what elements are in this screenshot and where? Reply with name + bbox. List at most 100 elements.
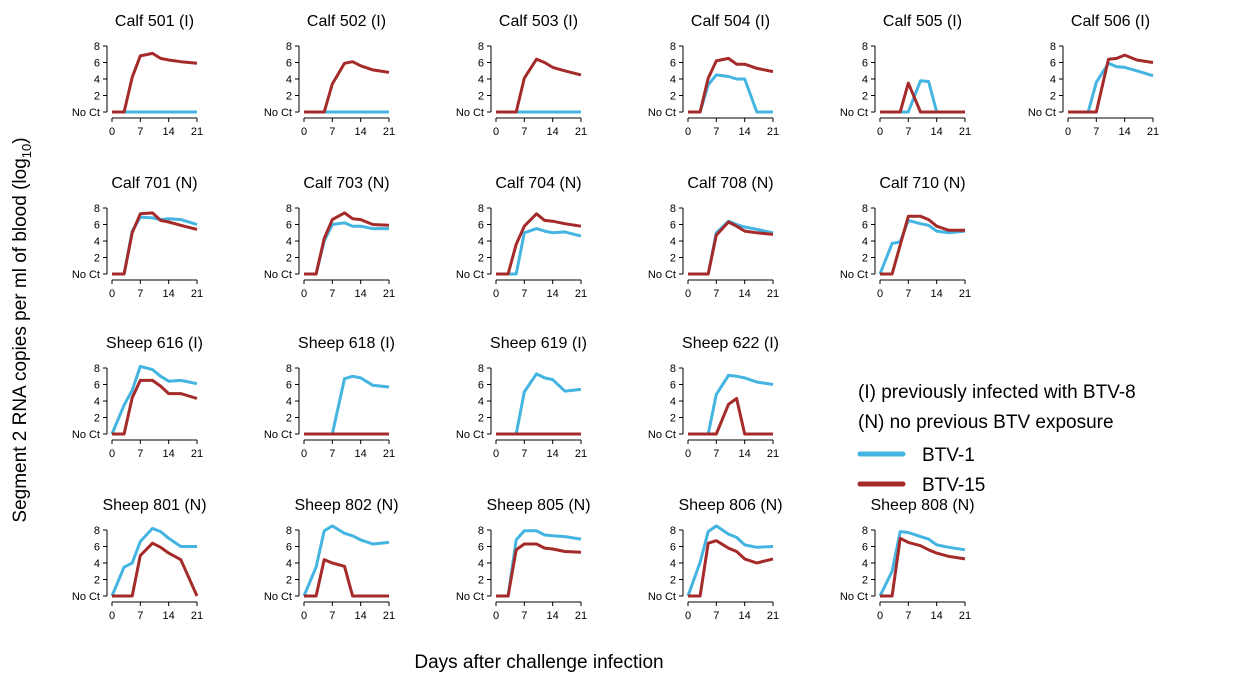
- series-line-btv1: [496, 227, 582, 276]
- panel-calf-703-n: Calf 703 (N) No Ct 2 4 6 8 0 7 14 21: [264, 175, 395, 300]
- x-tick-label: 7: [905, 288, 911, 300]
- y-tick-label: No Ct: [840, 107, 868, 119]
- y-tick-label: 4: [862, 236, 868, 248]
- y-tick-label: 2: [1050, 91, 1056, 103]
- x-tick-label: 7: [137, 448, 143, 460]
- x-tick-label: 21: [191, 288, 203, 300]
- x-tick-label: 7: [521, 610, 527, 622]
- y-tick-label: No Ct: [648, 107, 676, 119]
- x-tick-label: 14: [163, 288, 175, 300]
- y-tick-label: 8: [478, 203, 484, 215]
- series-line-btv1: [688, 219, 774, 276]
- y-tick-label: 2: [670, 575, 676, 587]
- panel-calf-505-i: Calf 505 (I) No Ct 2 4 6 8 0 7 14 21: [840, 13, 971, 138]
- y-tick-label: 6: [478, 380, 484, 392]
- x-tick-label: 21: [191, 448, 203, 460]
- x-tick-label: 0: [109, 126, 115, 138]
- y-tick-label: 4: [94, 558, 100, 570]
- y-tick-label: 8: [286, 41, 292, 53]
- series-line-btv1: [878, 218, 966, 275]
- y-tick-label: 2: [286, 91, 292, 103]
- x-tick-label: 0: [109, 288, 115, 300]
- x-tick-label: 21: [383, 448, 395, 460]
- panel-sheep-805-n: Sheep 805 (N) No Ct 2 4 6 8 0 7 14 21: [456, 497, 591, 622]
- x-tick-label: 14: [163, 448, 175, 460]
- y-tick-label: 6: [94, 58, 100, 70]
- series-line-btv15: [688, 56, 774, 114]
- x-tick-label: 14: [547, 448, 559, 460]
- x-tick-label: 14: [355, 288, 367, 300]
- x-tick-label: 14: [163, 610, 175, 622]
- panel-title: Calf 504 (I): [691, 13, 770, 30]
- y-tick-label: No Ct: [840, 269, 868, 281]
- x-tick-label: 21: [575, 288, 587, 300]
- series-line-btv15: [880, 81, 965, 114]
- panel-sheep-616-i: Sheep 616 (I) No Ct 2 4 6 8 0 7 14 21: [72, 335, 203, 460]
- x-tick-label: 14: [739, 448, 751, 460]
- x-tick-label: 7: [521, 288, 527, 300]
- x-axis-label: Days after challenge infection: [414, 652, 663, 673]
- x-tick-label: 7: [521, 448, 527, 460]
- y-tick-label: 4: [862, 558, 868, 570]
- y-tick-label: 6: [1050, 58, 1056, 70]
- panel-title: Sheep 802 (N): [294, 497, 398, 514]
- y-tick-label: 8: [670, 203, 676, 215]
- panel-title: Calf 502 (I): [307, 13, 386, 30]
- x-tick-label: 7: [713, 288, 719, 300]
- x-tick-label: 21: [767, 448, 779, 460]
- y-tick-label: No Ct: [264, 591, 292, 603]
- x-tick-label: 14: [931, 610, 943, 622]
- x-tick-label: 7: [713, 126, 719, 138]
- series-line-btv15: [496, 542, 582, 598]
- y-tick-label: 8: [670, 41, 676, 53]
- panel-calf-502-i: Calf 502 (I) No Ct 2 4 6 8 0 7 14 21: [264, 13, 395, 138]
- y-tick-label: No Ct: [456, 429, 484, 441]
- x-tick-label: 0: [109, 448, 115, 460]
- x-tick-label: 14: [739, 610, 751, 622]
- y-tick-label: 6: [670, 380, 676, 392]
- y-tick-label: 4: [94, 236, 100, 248]
- panel-sheep-622-i: Sheep 622 (I) No Ct 2 4 6 8 0 7 14 21: [648, 335, 779, 460]
- y-axis-label: Segment 2 RNA copies per ml of blood (lo…: [10, 137, 34, 522]
- x-tick-label: 0: [109, 610, 115, 622]
- x-tick-label: 0: [493, 610, 499, 622]
- y-tick-label: 6: [670, 220, 676, 232]
- x-tick-label: 14: [547, 288, 559, 300]
- series-line-btv15: [688, 539, 774, 598]
- x-tick-label: 21: [383, 288, 395, 300]
- y-tick-label: 2: [862, 253, 868, 265]
- panel-sheep-619-i: Sheep 619 (I) No Ct 2 4 6 8 0 7 14 21: [456, 335, 587, 460]
- y-tick-label: 4: [478, 558, 484, 570]
- y-tick-label: 8: [862, 525, 868, 537]
- panel-calf-501-i: Calf 501 (I) No Ct 2 4 6 8 0 7 14 21: [72, 13, 203, 138]
- x-tick-label: 14: [547, 610, 559, 622]
- y-tick-label: No Ct: [648, 591, 676, 603]
- x-tick-label: 21: [383, 610, 395, 622]
- x-tick-label: 14: [547, 126, 559, 138]
- y-tick-label: 4: [670, 74, 676, 86]
- series-line-btv1: [302, 524, 390, 597]
- x-tick-label: 21: [191, 126, 203, 138]
- y-tick-label: 8: [286, 203, 292, 215]
- x-tick-label: 0: [1065, 126, 1071, 138]
- y-tick-label: 6: [286, 542, 292, 554]
- y-tick-label: 4: [286, 558, 292, 570]
- y-tick-label: 4: [94, 396, 100, 408]
- x-tick-label: 7: [137, 610, 143, 622]
- series-line-btv15: [112, 51, 198, 114]
- x-tick-label: 7: [713, 610, 719, 622]
- y-tick-label: 2: [670, 253, 676, 265]
- x-tick-label: 14: [931, 288, 943, 300]
- x-tick-label: 0: [877, 288, 883, 300]
- x-tick-label: 21: [767, 126, 779, 138]
- panel-title: Sheep 806 (N): [678, 497, 782, 514]
- y-tick-label: 2: [478, 575, 484, 587]
- x-tick-label: 0: [685, 448, 691, 460]
- panel-title: Sheep 808 (N): [870, 497, 974, 514]
- y-tick-label: 2: [94, 253, 100, 265]
- y-tick-label: 2: [94, 413, 100, 425]
- series-line-btv1: [686, 524, 774, 597]
- y-tick-label: 6: [94, 220, 100, 232]
- y-tick-label: 4: [1050, 74, 1056, 86]
- y-tick-label: 4: [670, 558, 676, 570]
